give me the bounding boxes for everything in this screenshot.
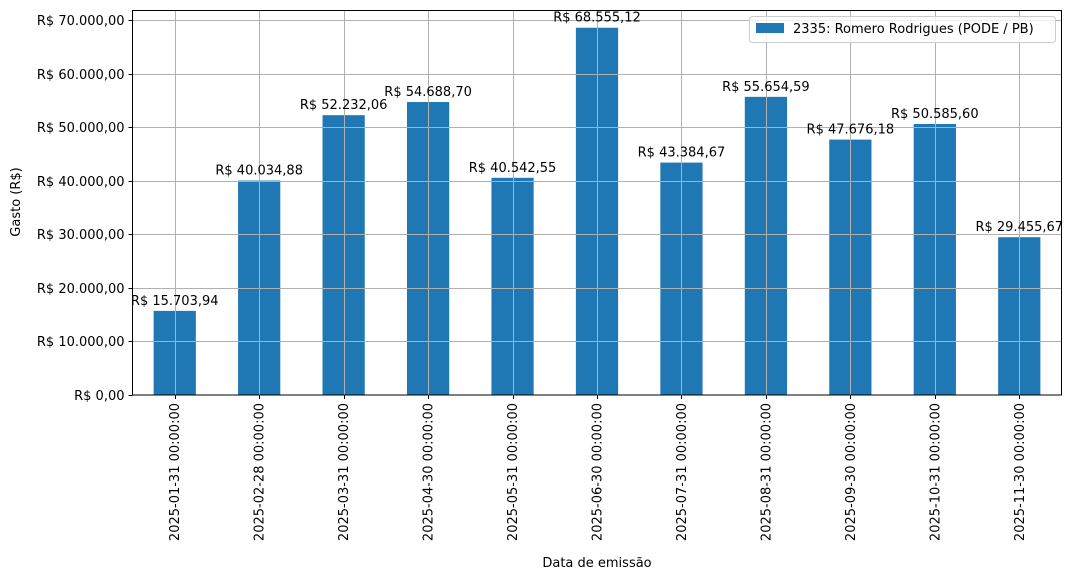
bar: [322, 115, 365, 395]
bar-value-label: R$ 50.585,60: [891, 107, 979, 122]
legend-frame: [749, 16, 1056, 43]
x-tick-label: 2025-08-31 00:00:00: [759, 403, 774, 541]
bar-value-label: R$ 52.232,06: [300, 98, 388, 113]
bar-value-label: R$ 68.555,12: [553, 11, 641, 26]
x-tick-label: 2025-11-30 00:00:00: [1013, 403, 1028, 541]
x-tick-label: 2025-02-28 00:00:00: [253, 403, 268, 541]
bar-value-label: R$ 29.455,67: [975, 220, 1063, 235]
y-tick-label: R$ 40.000,00: [37, 175, 125, 190]
bar-value-label: R$ 40.034,88: [215, 164, 303, 179]
grid-lines: [132, 10, 1062, 395]
bar-value-label: R$ 43.384,67: [638, 146, 726, 161]
legend-label: 2335: Romero Rodrigues (PODE / PB): [793, 22, 1034, 37]
x-tick-label: 2025-05-31 00:00:00: [506, 403, 521, 541]
y-tick-label: R$ 10.000,00: [37, 335, 125, 350]
y-tick-label: R$ 50.000,00: [37, 121, 125, 136]
x-tick-label: 2025-09-30 00:00:00: [844, 403, 859, 541]
y-axis-label: Gasto (R$): [9, 167, 24, 236]
bar-value-label: R$ 47.676,18: [807, 123, 895, 138]
legend: 2335: Romero Rodrigues (PODE / PB): [749, 16, 1056, 43]
bar-value-label: R$ 15.703,94: [131, 294, 219, 309]
bar-value-labels: R$ 15.703,94R$ 40.034,88R$ 52.232,06R$ 5…: [131, 11, 1063, 309]
y-tick-label: R$ 0,00: [74, 389, 124, 404]
bar: [744, 96, 788, 396]
bar: [913, 124, 956, 396]
y-tick-label: R$ 20.000,00: [37, 282, 125, 297]
y-tick-label: R$ 60.000,00: [37, 68, 125, 83]
x-tick-label: 2025-06-30 00:00:00: [591, 403, 606, 541]
x-tick-label: 2025-01-31 00:00:00: [168, 403, 183, 541]
x-tick-label: 2025-04-30 00:00:00: [422, 403, 437, 541]
x-tick-label: 2025-07-31 00:00:00: [675, 403, 690, 541]
x-axis-label: Data de emissão: [542, 556, 651, 571]
bar-value-label: R$ 55.654,59: [722, 80, 810, 95]
bar-value-label: R$ 40.542,55: [469, 161, 557, 176]
x-tick-label: 2025-10-31 00:00:00: [928, 403, 943, 541]
y-tick-label: R$ 30.000,00: [37, 228, 125, 243]
bar: [153, 310, 196, 395]
bar: [491, 177, 534, 395]
bar-value-label: R$ 54.688,70: [384, 85, 472, 100]
x-axis: 2025-01-31 00:00:00 2025-02-28 00:00:00 20…: [168, 395, 1028, 541]
y-axis: R$ 0,00 R$ 10.000,00 R$ 20.000,00 R$ 30.000…: [37, 14, 133, 404]
y-tick-label: R$ 70.000,00: [37, 14, 125, 29]
x-tick-label: 2025-03-31 00:00:00: [337, 403, 352, 541]
bars: [153, 27, 1041, 396]
legend-swatch: [756, 23, 784, 33]
